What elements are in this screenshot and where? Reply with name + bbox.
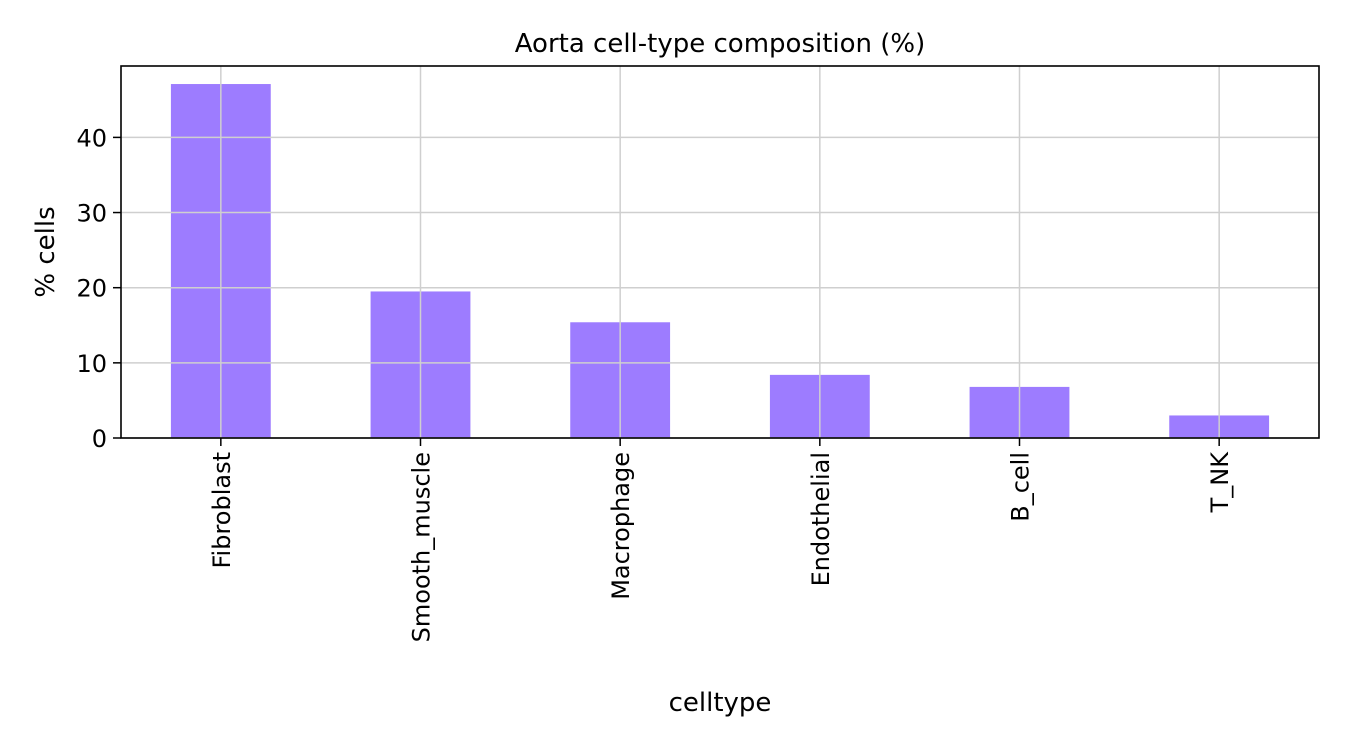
y-tick-label: 10 (76, 350, 107, 378)
x-tick-label: Macrophage (607, 452, 635, 600)
x-tick-label: B_cell (1007, 452, 1035, 522)
x-tick-label: T_NK (1206, 451, 1234, 514)
x-tick-label: Smooth_muscle (408, 452, 436, 642)
x-axis-title: celltype (669, 688, 772, 718)
grid (121, 66, 1319, 439)
ticks: 0 10 20 30 40 Fibroblast Smooth_muscle Macropha… (76, 124, 1234, 642)
x-tick-label: Fibroblast (208, 452, 236, 569)
y-tick-label: 20 (76, 275, 107, 303)
x-tick-label: Endothelial (807, 452, 835, 586)
y-tick-label: 0 (92, 425, 107, 453)
chart-title: Aorta cell-type composition (%) (515, 29, 926, 59)
y-tick-label: 30 (76, 200, 107, 228)
y-tick-label: 40 (76, 124, 107, 152)
y-axis-title: % cells (31, 206, 61, 297)
plot-frame (120, 65, 1320, 439)
